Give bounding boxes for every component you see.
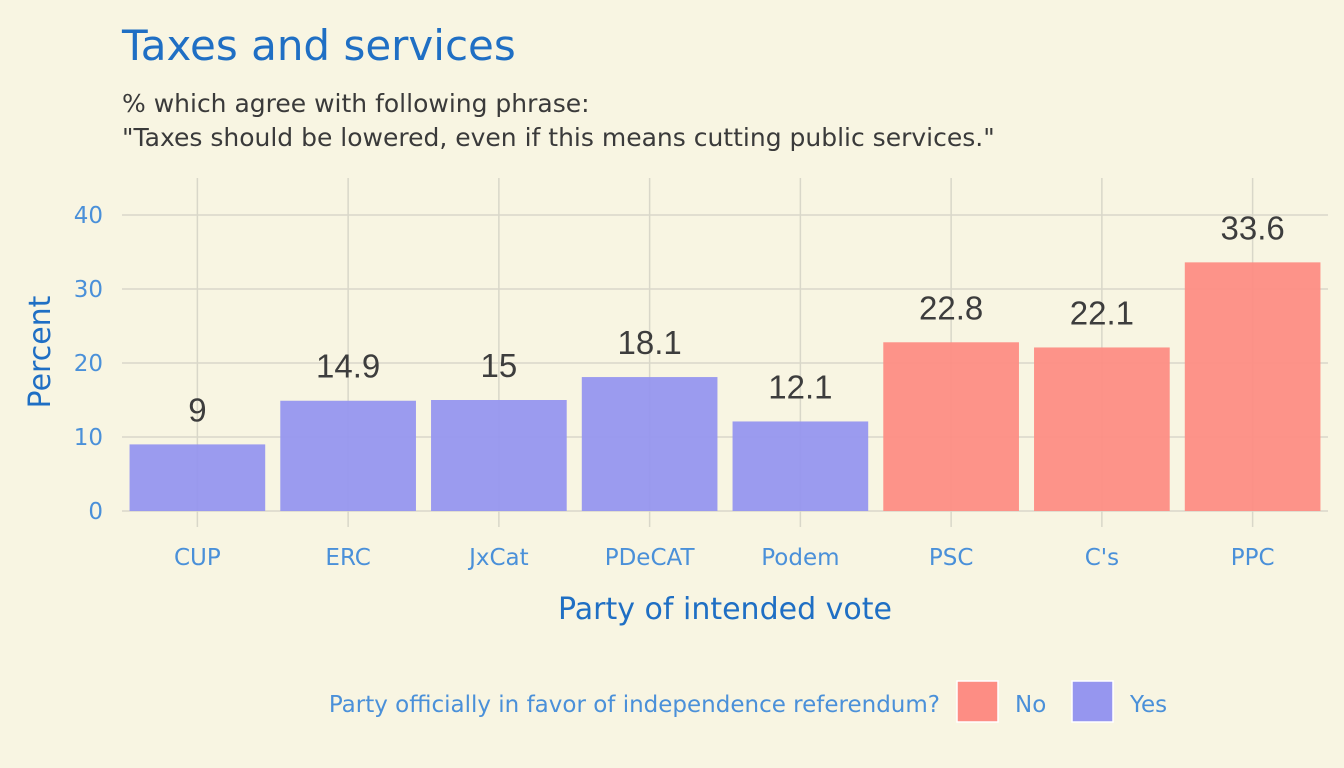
legend-swatch-yes (1071, 680, 1114, 723)
x-axis-ticks: CUP ERC JxCat PDeCAT Podem PSC C's PPC (174, 545, 1275, 571)
legend: Party officially in favor of independenc… (329, 680, 1167, 723)
bar-jxcat (431, 400, 567, 511)
x-tick-label: JxCat (467, 545, 529, 571)
x-tick-label: PSC (929, 545, 974, 571)
bar-ppc (1184, 262, 1321, 511)
bar-value-label: 15 (481, 347, 518, 384)
bar-value-label: 14.9 (316, 348, 380, 385)
x-tick-label: PDeCAT (605, 545, 696, 571)
x-axis-title: Party of intended vote (558, 592, 892, 627)
x-tick-label: PPC (1231, 545, 1275, 571)
bar-value-label: 18.1 (618, 324, 682, 361)
chart-subtitle-line-1: % which agree with following phrase: (122, 89, 590, 118)
y-tick-label: 30 (74, 277, 103, 303)
y-tick-label: 10 (74, 425, 103, 451)
y-tick-label: 20 (74, 351, 103, 377)
y-axis-title: Percent (23, 295, 58, 408)
legend-swatch-no (956, 680, 999, 723)
x-tick-label: Podem (761, 545, 839, 571)
value-labels: 9 14.9 15 18.1 12.1 22.8 22.1 33.6 (188, 209, 1285, 428)
x-tick-label: CUP (174, 545, 221, 571)
bar-podem (732, 421, 869, 511)
bar-value-label: 12.1 (768, 368, 832, 405)
bar-cs (1034, 347, 1170, 511)
x-tick-label: C's (1085, 545, 1119, 571)
bar-psc (883, 342, 1019, 511)
bar-value-label: 22.1 (1070, 294, 1134, 331)
legend-label-yes: Yes (1129, 692, 1167, 718)
legend-label-no: No (1015, 692, 1046, 718)
bar-erc (280, 400, 416, 511)
bars (129, 262, 1321, 511)
y-axis-ticks: 0 10 20 30 40 (74, 203, 103, 525)
bar-value-label: 22.8 (919, 289, 983, 326)
bar-value-label: 33.6 (1221, 209, 1285, 246)
y-tick-label: 40 (74, 203, 103, 229)
bar-pdecat (581, 377, 718, 511)
bar-value-label: 9 (188, 391, 206, 428)
chart-subtitle-line-2: "Taxes should be lowered, even if this m… (122, 123, 995, 152)
bar-cup (129, 444, 266, 511)
x-tick-label: ERC (325, 545, 370, 571)
y-tick-label: 0 (88, 499, 103, 525)
legend-title: Party officially in favor of independenc… (329, 692, 940, 718)
chart-title: Taxes and services (121, 21, 516, 70)
